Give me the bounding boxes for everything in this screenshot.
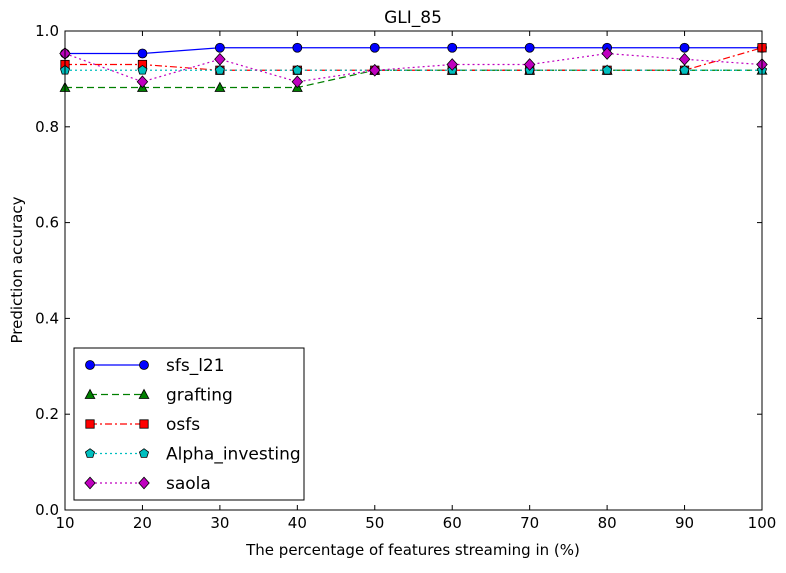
legend-marker <box>85 360 95 370</box>
data-point <box>523 58 536 71</box>
data-point <box>214 64 225 75</box>
data-point <box>602 64 613 75</box>
x-tick-label: 90 <box>675 514 694 532</box>
legend-label: osfs <box>166 415 200 435</box>
series-line <box>65 47 762 55</box>
x-tick-label: 70 <box>520 514 539 532</box>
y-tick-label: 0.6 <box>35 214 59 232</box>
data-point <box>137 48 148 59</box>
legend-box <box>73 347 305 501</box>
data-point <box>291 75 304 89</box>
y-tick-label: 0.8 <box>35 118 59 136</box>
legend-label: saola <box>166 474 211 494</box>
y-tick-label: 0.4 <box>35 309 59 327</box>
data-point <box>214 52 226 66</box>
x-tick-label: 60 <box>443 514 462 532</box>
data-point <box>214 42 225 53</box>
data-point <box>292 42 303 53</box>
ticks-layer: 10 20 30 40 50 60 70 80 90 100 0.0 0.2 0.4 0.6 0.8 1.0 <box>35 22 776 532</box>
plot-frame <box>64 30 763 511</box>
series-saola <box>59 47 768 89</box>
legend-entry: sfs_l21 <box>85 356 225 376</box>
x-tick-label: 80 <box>598 514 617 532</box>
legend-marker <box>138 448 150 458</box>
x-tick-label: 10 <box>55 514 74 532</box>
series-sfs-l21 <box>60 42 767 59</box>
legend-label: grafting <box>166 386 233 406</box>
data-point <box>214 81 226 92</box>
x-tick-label: 100 <box>748 514 777 532</box>
data-point <box>369 42 380 53</box>
y-tick-label: 0.2 <box>35 405 59 423</box>
data-point <box>679 64 690 75</box>
legend-marker <box>139 360 149 370</box>
x-tick-label: 30 <box>210 514 229 532</box>
data-point <box>524 42 535 53</box>
y-axis-label: Prediction accuracy <box>8 196 26 343</box>
legend-marker <box>139 419 149 429</box>
x-tick-label: 50 <box>365 514 384 532</box>
series-grafting <box>59 64 768 92</box>
chart-title: GLI_85 <box>384 8 442 28</box>
legend-marker <box>138 388 150 399</box>
legend-label: Alpha_investing <box>166 445 301 465</box>
data-point <box>678 52 691 66</box>
data-point <box>137 64 148 75</box>
data-point <box>601 47 613 60</box>
legend-entry: saola <box>84 474 211 494</box>
y-tick-label: 0.0 <box>35 501 59 519</box>
series-line <box>64 52 763 83</box>
legend-entry: Alpha_investing <box>84 445 301 465</box>
legend-marker <box>85 419 95 429</box>
legend-entry: grafting <box>84 386 233 406</box>
legend-marker <box>84 476 96 490</box>
legend-marker <box>84 448 96 458</box>
legend-marker <box>138 476 150 490</box>
x-tick-label: 40 <box>288 514 307 532</box>
data-point <box>369 63 381 77</box>
data-point <box>136 75 149 89</box>
data-point <box>679 42 690 53</box>
data-point <box>446 58 458 71</box>
data-point <box>292 64 303 75</box>
series-layer <box>59 42 768 92</box>
data-point <box>447 42 458 53</box>
y-tick-label: 1.0 <box>35 22 59 40</box>
legend-marker <box>84 388 96 399</box>
legend-label: sfs_l21 <box>166 356 225 376</box>
x-axis-label: The percentage of features streaming in … <box>245 541 580 559</box>
legend-entry: osfs <box>85 415 200 435</box>
series-line <box>65 69 762 89</box>
x-tick-label: 20 <box>133 514 152 532</box>
